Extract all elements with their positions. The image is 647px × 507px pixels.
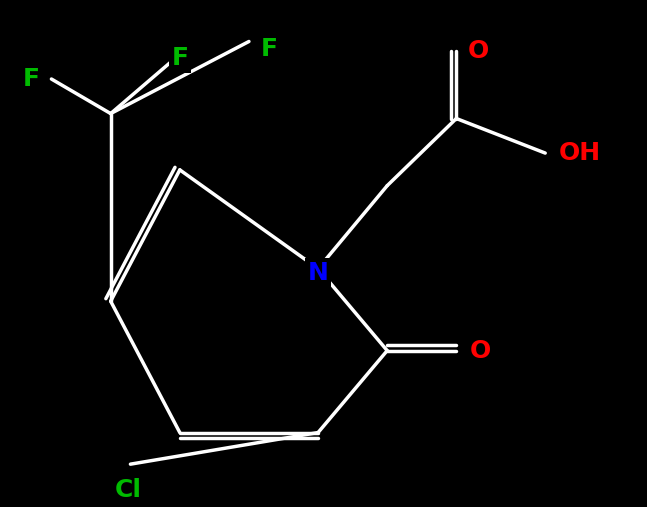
Text: Cl: Cl [115,478,142,502]
Text: OH: OH [559,141,601,165]
Text: F: F [261,37,278,60]
Text: O: O [470,339,492,363]
Text: N: N [307,261,329,285]
Text: F: F [171,47,188,70]
Text: O: O [468,40,489,63]
Text: F: F [23,67,39,91]
